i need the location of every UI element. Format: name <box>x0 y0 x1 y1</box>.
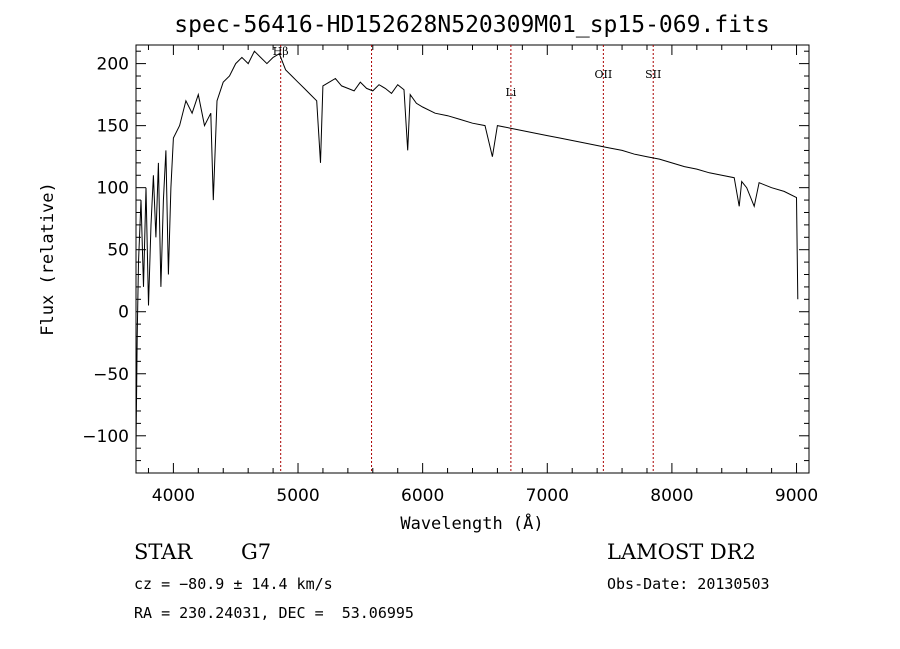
line-marker-label: OII <box>595 68 613 81</box>
x-tick-label: 7000 <box>526 486 569 506</box>
x-axis-label: Wavelength (Å) <box>400 512 543 534</box>
x-tick-label: 8000 <box>650 486 693 506</box>
observation-date: Obs-Date: 20130503 <box>607 575 770 593</box>
x-tick-label: 5000 <box>276 486 319 506</box>
line-marker-label: SII <box>645 68 661 81</box>
survey-label: LAMOST DR2 <box>607 540 756 564</box>
y-tick-label: 50 <box>107 241 129 261</box>
y-tick-label: 100 <box>97 179 129 199</box>
x-tick-label: 4000 <box>152 486 195 506</box>
chart-title: spec-56416-HD152628N520309M01_sp15-069.f… <box>174 12 769 38</box>
y-axis-label: Flux (relative) <box>38 182 58 336</box>
coordinates: RA = 230.24031, DEC = 53.06995 <box>134 604 414 622</box>
x-tick-label: 6000 <box>401 486 444 506</box>
object-subclass: G7 <box>241 540 272 564</box>
object-class: STAR <box>134 540 193 564</box>
x-tick-label: 9000 <box>775 486 818 506</box>
plot-frame <box>135 44 810 474</box>
y-tick-label: −50 <box>93 365 129 385</box>
y-tick-label: 150 <box>97 117 129 137</box>
y-tick-label: 200 <box>97 55 129 75</box>
axis-ticks: 4000 5000 6000 7000 8000 9000 −100 −50 0 50 100 150… <box>82 45 818 506</box>
redshift-cz: cz = −80.9 ± 14.4 km/s <box>134 575 333 593</box>
line-marker-label: Li <box>505 86 516 99</box>
y-tick-label: −100 <box>82 427 129 447</box>
spectrum-series-line <box>135 50 799 449</box>
y-tick-label: 0 <box>118 303 129 323</box>
